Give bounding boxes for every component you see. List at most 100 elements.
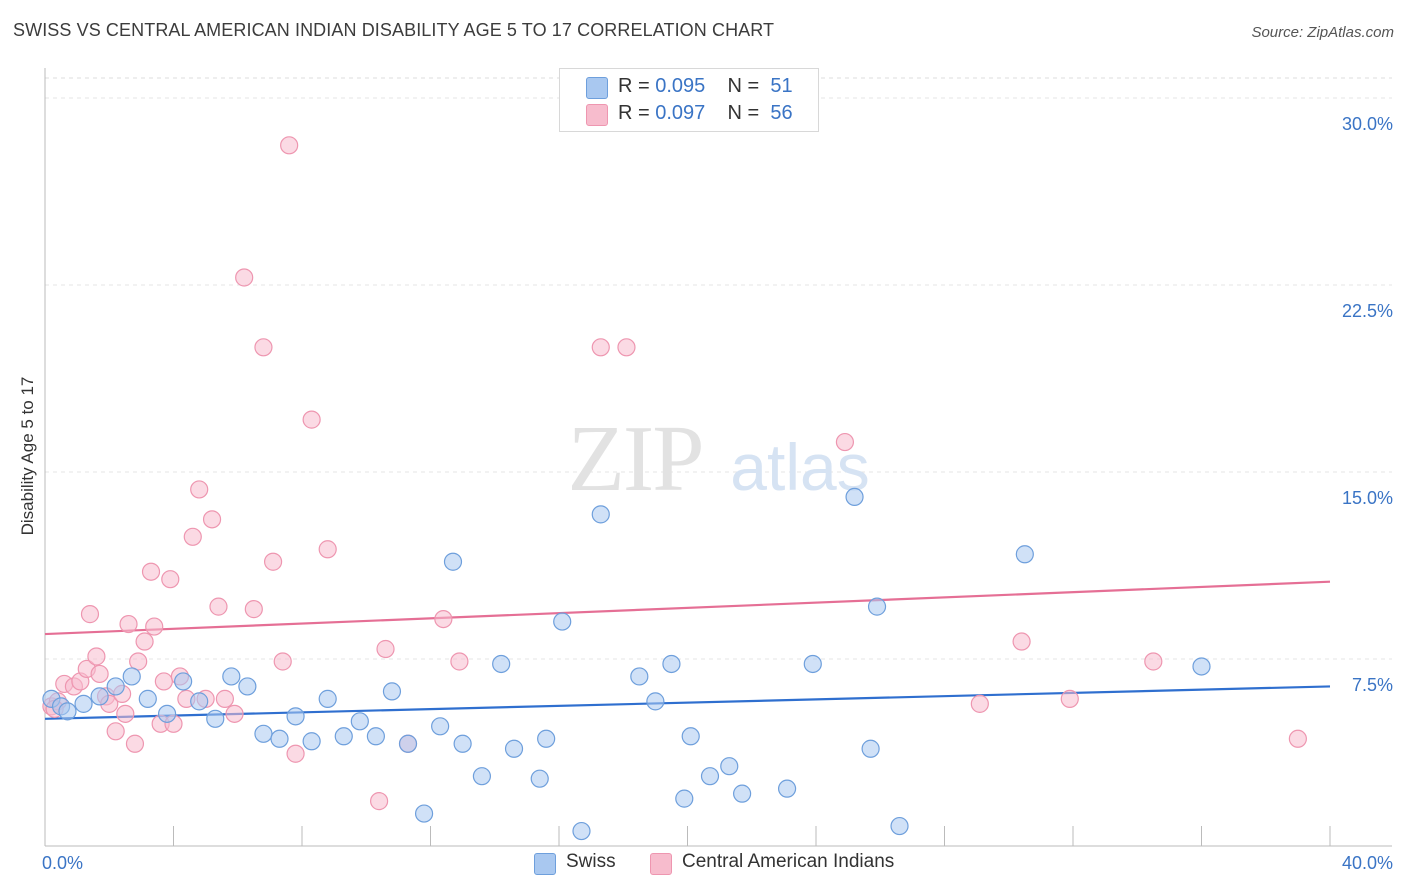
- point-swiss: [414, 804, 434, 823]
- series-swatch-swiss: [534, 853, 556, 875]
- point-swiss: [861, 739, 880, 758]
- point-central-american: [125, 734, 145, 753]
- point-swiss: [803, 654, 822, 674]
- point-swiss: [74, 694, 93, 713]
- point-central-american: [434, 609, 453, 629]
- point-swiss: [630, 667, 649, 686]
- chart-source: Source: ZipAtlas.com: [1251, 24, 1394, 41]
- point-central-american: [183, 527, 202, 546]
- point-swiss: [681, 727, 700, 746]
- point-central-american: [286, 744, 305, 763]
- point-central-american: [202, 510, 222, 529]
- point-swiss: [270, 729, 289, 748]
- point-swiss: [1015, 545, 1034, 564]
- legend-text-central-american: R = 0.097 N = 56: [618, 102, 793, 125]
- point-central-american: [1060, 689, 1079, 708]
- y-tick-label: 7.5%: [1352, 675, 1393, 695]
- point-swiss: [530, 769, 549, 788]
- point-central-american: [591, 338, 610, 357]
- legend-r-label-swiss: R =: [618, 75, 656, 97]
- point-central-american: [141, 562, 161, 581]
- point-swiss: [334, 727, 353, 746]
- axes: [44, 68, 1392, 847]
- x-tick-label: 0.0%: [42, 853, 83, 873]
- series-label-swiss: Swiss: [566, 851, 616, 872]
- legend-n-value-swiss: 51: [770, 75, 793, 97]
- point-swiss: [398, 734, 418, 753]
- legend-r-value-swiss: 0.095: [655, 75, 706, 97]
- data-points: [42, 136, 1307, 841]
- point-swiss: [646, 692, 665, 711]
- point-swiss: [890, 816, 909, 836]
- point-swiss: [443, 552, 463, 571]
- legend-n-label-central-american: N =: [727, 102, 765, 124]
- point-swiss: [138, 689, 157, 708]
- point-central-american: [263, 552, 283, 571]
- point-central-american: [244, 600, 263, 619]
- point-swiss: [733, 784, 752, 803]
- point-swiss: [453, 734, 472, 753]
- point-swiss: [553, 612, 572, 631]
- y-axis-label: Disability Age 5 to 17: [18, 376, 37, 536]
- point-swiss: [157, 704, 177, 723]
- legend-n-value-central-american: 56: [770, 102, 793, 124]
- point-central-american: [1012, 632, 1031, 651]
- chart-title: SWISS VS CENTRAL AMERICAN INDIAN DISABIL…: [13, 20, 775, 40]
- point-central-american: [376, 639, 395, 659]
- point-central-american: [106, 722, 125, 741]
- point-swiss: [366, 727, 385, 746]
- series-label-central-american: Central American Indians: [682, 851, 895, 872]
- point-swiss: [1192, 657, 1211, 676]
- point-swiss: [382, 682, 402, 701]
- y-tick-label: 15.0%: [1342, 488, 1393, 508]
- point-swiss: [222, 667, 241, 686]
- point-swiss: [58, 702, 77, 721]
- point-central-american: [450, 652, 469, 671]
- trend-lines: [44, 580, 1331, 720]
- stats-legend: R = 0.095 N = 51 R = 0.097 N = 56: [559, 68, 819, 132]
- point-central-american: [215, 689, 234, 708]
- point-swiss: [662, 654, 681, 674]
- point-central-american: [209, 597, 228, 616]
- point-central-american: [190, 480, 209, 499]
- point-central-american: [154, 672, 173, 691]
- point-central-american: [116, 704, 135, 723]
- point-swiss: [190, 692, 209, 711]
- point-central-american: [370, 792, 389, 811]
- legend-swatch-central-american: [586, 104, 608, 126]
- point-central-american: [87, 647, 106, 666]
- point-swiss: [90, 687, 109, 706]
- point-central-american: [280, 136, 299, 155]
- point-swiss: [106, 677, 125, 696]
- point-central-american: [273, 652, 292, 671]
- legend-r-value-central-american: 0.097: [655, 102, 706, 124]
- point-swiss: [472, 767, 491, 786]
- point-swiss: [238, 677, 257, 696]
- point-central-american: [318, 540, 337, 559]
- point-swiss: [318, 689, 337, 708]
- point-central-american: [970, 694, 989, 713]
- point-central-american: [225, 704, 244, 723]
- point-central-american: [835, 432, 855, 452]
- point-central-american: [235, 268, 254, 287]
- point-central-american: [145, 617, 164, 636]
- point-swiss: [675, 789, 694, 808]
- legend-text-swiss: R = 0.095 N = 51: [618, 75, 793, 98]
- point-central-american: [161, 570, 180, 589]
- point-swiss: [254, 724, 273, 743]
- point-swiss: [867, 597, 887, 616]
- point-swiss: [122, 667, 141, 686]
- point-swiss: [302, 732, 321, 751]
- x-tick-label: 40.0%: [1342, 853, 1393, 873]
- point-central-american: [135, 632, 154, 651]
- point-swiss: [700, 767, 720, 786]
- point-central-american: [1144, 652, 1163, 671]
- point-swiss: [777, 779, 797, 798]
- point-swiss: [845, 487, 864, 507]
- point-central-american: [80, 605, 100, 624]
- point-central-american: [1288, 729, 1307, 748]
- legend-n-label-swiss: N =: [727, 75, 765, 97]
- point-central-american: [119, 614, 138, 634]
- series-swatch-central-american: [650, 853, 672, 875]
